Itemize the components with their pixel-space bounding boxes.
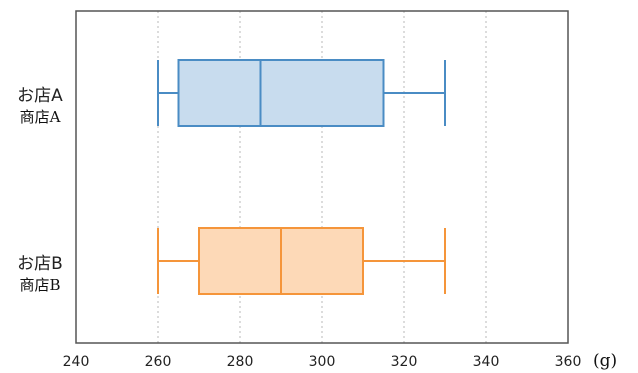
x-axis-ticks: 240 260 280 300 320 340 360	[63, 354, 582, 370]
category-label-a: お店A 商店A	[17, 86, 63, 126]
x-tick-label-300: 300	[309, 354, 336, 370]
x-tick-label-280: 280	[227, 354, 254, 370]
box-series-a	[157, 59, 446, 127]
category-label-b: お店B 商店B	[17, 254, 63, 294]
iqr-box-a	[177, 59, 385, 127]
x-tick-label-260: 260	[145, 354, 172, 370]
category-label-b-sub: 商店B	[19, 276, 60, 294]
boxes	[157, 59, 446, 295]
box-series-b	[157, 227, 446, 295]
x-tick-label-360: 360	[555, 354, 582, 370]
x-tick-label-340: 340	[473, 354, 500, 370]
x-tick-label-240: 240	[63, 354, 90, 370]
plot-frame	[75, 10, 569, 344]
category-label-a-jp: お店A	[17, 86, 63, 106]
category-label-a-sub: 商店A	[20, 108, 61, 126]
x-tick-label-320: 320	[391, 354, 418, 370]
x-axis-unit: (g)	[593, 351, 617, 371]
category-label-b-jp: お店B	[17, 254, 63, 274]
